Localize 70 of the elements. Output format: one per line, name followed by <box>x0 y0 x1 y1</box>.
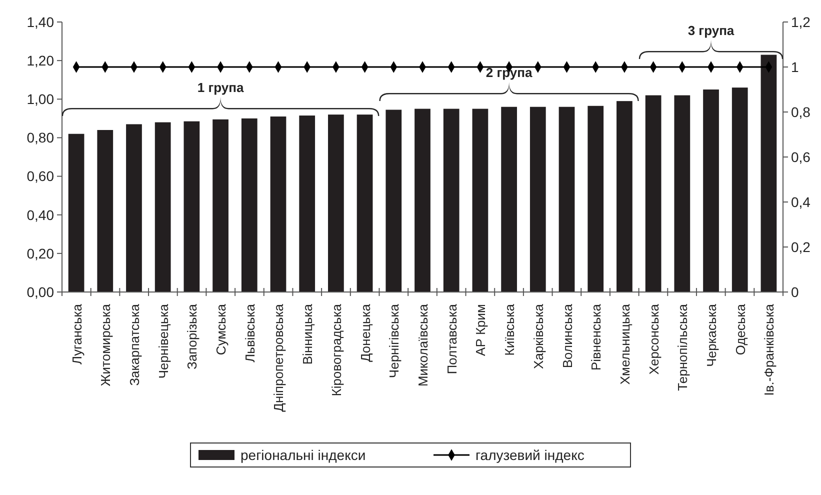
x-tick-label: Херсонська <box>646 303 662 375</box>
x-tick-label: Тернопільська <box>675 303 690 391</box>
x-tick-label: Миколаївська <box>416 303 430 387</box>
x-tick-label: Чернівецька <box>156 303 171 379</box>
bar <box>328 114 344 292</box>
x-tick-label: Дніпропетровська <box>271 303 286 412</box>
bar <box>760 54 777 292</box>
bar <box>184 121 200 292</box>
annotation: 2 група <box>486 65 533 80</box>
y-tick-label: 1,00 <box>26 91 54 108</box>
x-tick-label: Харківська <box>530 303 546 369</box>
x-tick-label: Рівненська <box>588 303 604 371</box>
x-tick-label: Ів.-Франківська <box>762 303 777 396</box>
bar <box>299 116 316 292</box>
y-tick-label: 1,20 <box>26 52 54 68</box>
x-tick-label: Запорізька <box>184 303 200 370</box>
bar <box>501 106 517 292</box>
x-tick-label: АР Крим <box>473 304 488 356</box>
bar <box>530 106 546 292</box>
y-tick-label: 1,40 <box>26 14 54 30</box>
bar <box>126 124 142 292</box>
annotation: 1 група <box>197 80 244 95</box>
x-tick-label: Чернігівська <box>386 303 402 378</box>
bar <box>212 119 228 292</box>
legend-label: регіональні індекси <box>240 446 366 463</box>
y2-tick-label: 0,8 <box>791 104 811 120</box>
bar <box>472 108 488 292</box>
y2-tick-label: 0 <box>791 284 799 300</box>
x-tick-label: Закарпатська <box>126 303 142 386</box>
bar <box>154 122 171 292</box>
y-tick-label: 0,40 <box>26 206 54 223</box>
bar <box>558 106 575 292</box>
bar <box>414 108 430 292</box>
y2-tick-label: 0,6 <box>791 148 811 165</box>
bar <box>386 110 402 292</box>
legend-label: галузевий індекс <box>476 446 584 463</box>
x-tick-label: Черкаська <box>704 303 720 367</box>
y-tick-label: 0,20 <box>26 245 54 262</box>
bar <box>356 114 373 292</box>
x-tick-label: Львівська <box>242 303 258 362</box>
y2-tick-label: 1,2 <box>791 14 811 30</box>
x-tick-label: Київська <box>502 303 518 356</box>
bar <box>588 106 604 292</box>
y2-tick-label: 0,4 <box>791 194 811 210</box>
bar <box>732 88 748 292</box>
x-tick-label: Волинська <box>560 303 575 368</box>
y-tick-label: 0,00 <box>26 284 54 300</box>
x-tick-label: Одеська <box>732 303 748 356</box>
bar <box>703 90 719 292</box>
x-tick-label: Полтавська <box>444 303 460 374</box>
bar <box>241 118 258 292</box>
y2-tick-label: 0,2 <box>791 238 811 255</box>
x-tick-label: Кіровоградська <box>328 303 344 396</box>
annotation: 3 група <box>688 23 735 38</box>
x-tick-label: Донецька <box>358 303 373 362</box>
x-tick-label: Луганська <box>69 303 84 365</box>
y-tick-label: 0,80 <box>26 130 54 146</box>
bar <box>270 116 286 292</box>
bar <box>674 95 690 292</box>
bar <box>443 108 460 292</box>
bar <box>616 101 632 292</box>
x-tick-label: Житомирська <box>98 303 114 386</box>
y-tick-label: 0,60 <box>26 168 54 184</box>
x-tick-label: Хмельницька <box>617 303 632 385</box>
bar <box>97 130 114 292</box>
y2-tick-label: 1 <box>791 58 799 75</box>
bar <box>68 134 84 292</box>
bar <box>645 95 662 292</box>
x-tick-label: Сумська <box>214 303 229 356</box>
x-tick-label: Вінницька <box>300 303 316 365</box>
